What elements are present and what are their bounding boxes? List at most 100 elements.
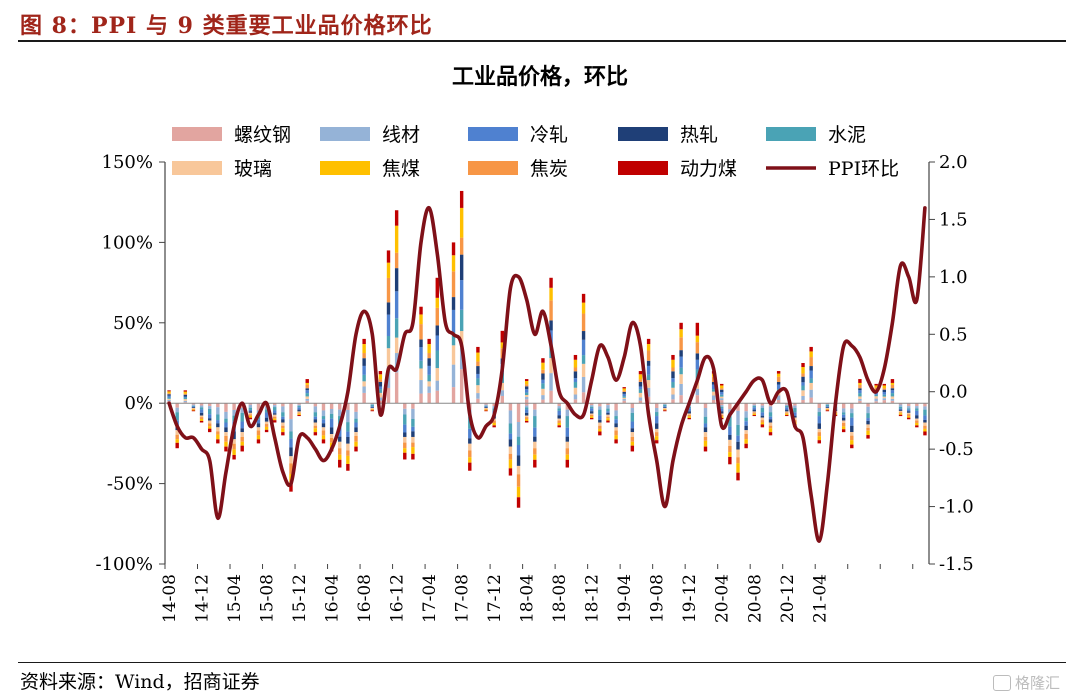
bar-segment-冷轧: [923, 415, 927, 420]
bar-segment-焦炭: [403, 442, 407, 449]
bar-segment-玻璃: [248, 412, 253, 415]
bar-segment-动力煤: [866, 435, 870, 439]
bar-segment-水泥: [606, 408, 610, 412]
x-tick-label: 20-08: [745, 574, 765, 623]
bar-segment-焦煤: [768, 428, 773, 433]
bar-segment-动力煤: [378, 371, 383, 375]
bar-segment-焦炭: [776, 376, 781, 382]
bar-segment-螺纹钢: [728, 403, 732, 410]
bar-segment-线材: [362, 386, 366, 393]
bar-segment-冷轧: [411, 426, 415, 432]
bar-segment-焦炭: [703, 436, 708, 441]
bar-segment-冷轧: [906, 409, 911, 412]
bar-segment-焦炭: [565, 448, 570, 455]
x-tick-label: 18-04: [518, 574, 538, 623]
right-tick-label: 1.0: [939, 267, 968, 288]
bar-segment-螺纹钢: [858, 400, 862, 404]
bar-segment-焦煤: [492, 422, 496, 426]
bar-segment-冷轧: [744, 421, 748, 426]
bar-segment-冷轧: [297, 407, 301, 410]
bar-segment-螺纹钢: [313, 403, 318, 407]
bar-segment-螺纹钢: [736, 403, 740, 411]
bar-segment-焦煤: [338, 454, 342, 460]
bar-segment-螺纹钢: [524, 403, 529, 406]
bar-segment-焦煤: [175, 439, 179, 443]
bar-segment-螺纹钢: [671, 399, 675, 404]
bar-segment-冷轧: [386, 314, 391, 336]
bar-segment-焦炭: [695, 342, 700, 354]
bar-segment-动力煤: [557, 425, 561, 428]
bar-segment-动力煤: [427, 338, 431, 345]
bar-segment-焦炭: [809, 357, 813, 367]
bar-segment-热轧: [289, 447, 293, 457]
watermark-text: 格隆汇: [1014, 674, 1060, 692]
bar-segment-线材: [297, 404, 301, 407]
bar-segment-线材: [776, 395, 781, 400]
bar-segment-动力煤: [524, 379, 529, 382]
bar-segment-动力煤: [581, 293, 586, 303]
bar-segment-水泥: [524, 392, 529, 395]
bar-segment-热轧: [549, 320, 553, 331]
bar-segment-线材: [403, 408, 407, 415]
bar-segment-冷轧: [321, 419, 326, 424]
bar-segment-螺纹钢: [500, 395, 504, 404]
bar-segment-玻璃: [305, 396, 309, 399]
bar-segment-线材: [175, 407, 179, 413]
bar-segment-玻璃: [354, 432, 358, 436]
bar-segment-焦煤: [297, 413, 301, 416]
right-tick-label: 2.0: [939, 152, 968, 173]
bar-segment-玻璃: [224, 432, 228, 436]
bar-segment-线材: [809, 389, 813, 398]
bar-segment-焦煤: [394, 225, 399, 253]
bar-segment-热轧: [403, 432, 407, 437]
bar-segment-水泥: [216, 414, 220, 421]
bar-segment-热轧: [793, 415, 797, 418]
x-tick-label: 21-04: [810, 574, 830, 623]
bar-segment-热轧: [362, 358, 366, 366]
bar-segment-热轧: [825, 407, 830, 409]
bar-segment-水泥: [281, 412, 285, 417]
bar-segment-动力煤: [533, 459, 537, 468]
bar-segment-焦炭: [557, 420, 561, 423]
right-tick-label: -1.0: [939, 497, 974, 518]
bar-segment-水泥: [638, 389, 643, 393]
bar-segment-螺纹钢: [305, 400, 309, 404]
bar-segment-焦炭: [524, 417, 529, 420]
bar-segment-水泥: [167, 397, 171, 399]
bar-segment-动力煤: [338, 459, 342, 468]
bar-segment-玻璃: [427, 381, 431, 387]
bar-segment-焦炭: [183, 393, 188, 395]
bar-segment-线材: [785, 404, 789, 407]
x-tick-label: 14-08: [160, 574, 180, 623]
bar-segment-水泥: [890, 393, 895, 397]
bar-segment-动力煤: [256, 439, 261, 444]
right-tick-label: 0.0: [939, 382, 968, 403]
bar-segment-冷轧: [484, 406, 488, 408]
bar-segment-热轧: [858, 388, 862, 391]
bar-segment-热轧: [516, 455, 521, 466]
bar-segment-冷轧: [264, 412, 269, 418]
bar-segment-动力煤: [776, 371, 781, 374]
bar-segment-焦炭: [224, 436, 228, 442]
bar-segment-热轧: [216, 423, 220, 428]
bar-segment-螺纹钢: [752, 403, 756, 405]
bar-segment-热轧: [354, 427, 358, 433]
bar-segment-水泥: [663, 404, 667, 407]
legend-swatch-线材: [320, 127, 370, 141]
bar-segment-螺纹钢: [622, 400, 626, 404]
bar-segment-动力煤: [240, 445, 244, 452]
bar-segment-水泥: [801, 385, 805, 391]
bar-segment-冷轧: [687, 408, 691, 412]
bar-segment-焦煤: [256, 435, 261, 440]
bar-segment-水泥: [768, 412, 773, 417]
bar-segment-热轧: [850, 425, 854, 433]
bar-segment-螺纹钢: [403, 403, 407, 409]
bar-segment-螺纹钢: [492, 403, 496, 407]
bar-segment-热轧: [208, 418, 212, 421]
bar-segment-焦炭: [841, 422, 846, 427]
bar-segment-螺纹钢: [297, 403, 301, 405]
bar-segment-焦煤: [776, 373, 781, 377]
bar-segment-螺纹钢: [711, 399, 716, 404]
bar-segment-冷轧: [459, 280, 464, 310]
